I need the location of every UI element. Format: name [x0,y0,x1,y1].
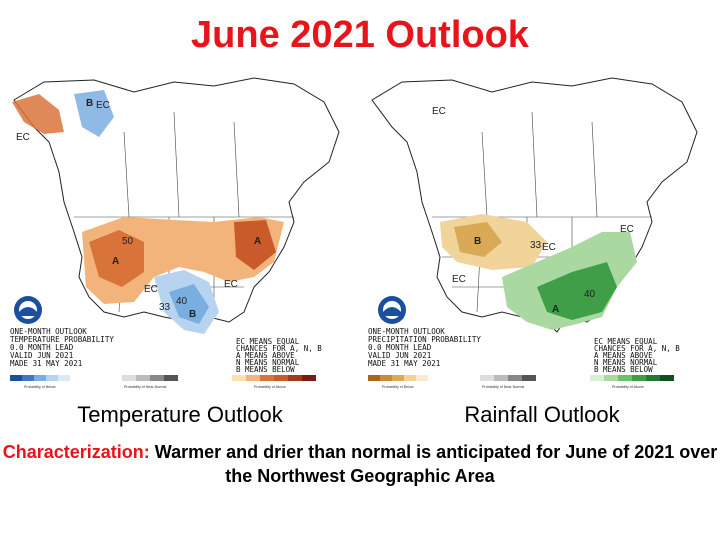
map-label-below: B [474,236,481,247]
scale-label-above: Probability of Above [612,385,644,389]
map-label-above: A [112,256,119,267]
map-label-ec: EC [432,106,446,117]
map-label-ec: EC [224,279,238,290]
key-line: B MEANS BELOW [236,365,295,374]
legend-line: ONE-MONTH OUTLOOK [10,327,87,336]
alaska-above-region [12,94,64,134]
map-label-ec: EC [144,284,158,295]
rainfall-outlook-map: EC EC EC EC A B 33 40 ONE-MONTH OUTLOOK … [362,72,718,390]
scale-label-normal: Probability of Near-Normal [124,385,167,389]
scale-label-below: Probability of Below [24,385,56,389]
legend-line: MADE 31 MAY 2021 [368,359,440,368]
rainfall-caption: Rainfall Outlook [464,402,620,427]
map-contour-33: 33 [159,302,171,313]
temperature-outlook-map: EC EC EC EC A A B B 33 40 50 ONE-MONTH O… [4,72,360,390]
legend-line: MADE 31 MAY 2021 [10,359,82,368]
key-line: N MEANS NORMAL [236,358,300,367]
map-contour-50: 50 [122,236,134,247]
map-contour-40: 40 [176,296,188,307]
key-line: EC MEANS EQUAL [236,337,300,346]
page-title: June 2021 Outlook [191,14,529,56]
noaa-logo [14,296,42,324]
alaska-below-region [74,90,114,137]
map-contour-40: 40 [584,289,596,300]
legend-line: 0.0 MONTH LEAD [368,343,432,352]
probability-scale: Probability of Below Probability of Near… [10,375,316,389]
below-normal-core [169,284,209,324]
characterization-text: Warmer and drier than normal is anticipa… [154,442,718,486]
map-contour-33: 33 [530,240,542,251]
scale-label-below: Probability of Below [382,385,414,389]
map-label-ec: EC [96,100,110,111]
legend-line: VALID JUN 2021 [368,351,431,360]
key-line: EC MEANS EQUAL [594,337,658,346]
map-label-above: A [552,304,559,315]
key-line: B MEANS BELOW [594,365,653,374]
map-label-below: B [189,309,196,320]
map-label-ec: EC [542,242,556,253]
scale-label-normal: Probability of Near-Normal [482,385,525,389]
key-line: N MEANS NORMAL [594,358,658,367]
category-key: EC MEANS EQUAL CHANCES FOR A, N, B A MEA… [594,337,680,374]
noaa-logo [378,296,406,324]
key-line: A MEANS ABOVE [236,351,295,360]
legend-line: ONE-MONTH OUTLOOK [368,327,445,336]
category-key: EC MEANS EQUAL CHANCES FOR A, N, B A MEA… [236,337,322,374]
above-normal-core-east [234,220,276,270]
map-label-above: A [254,236,261,247]
outlook-legend: ONE-MONTH OUTLOOK TEMPERATURE PROBABILIT… [10,327,114,368]
scale-label-above: Probability of Above [254,385,286,389]
outlook-legend: ONE-MONTH OUTLOOK PRECIPITATION PROBABIL… [368,327,481,368]
key-line: CHANCES FOR A, N, B [594,344,680,353]
legend-line: PRECIPITATION PROBABILITY [368,335,481,344]
map-label-ec: EC [620,224,634,235]
key-line: A MEANS ABOVE [594,351,653,360]
legend-line: 0.0 MONTH LEAD [10,343,74,352]
key-line: CHANCES FOR A, N, B [236,344,322,353]
map-label-below: B [86,98,93,109]
map-label-ec: EC [452,274,466,285]
legend-line: TEMPERATURE PROBABILITY [10,335,114,344]
legend-line: VALID JUN 2021 [10,351,73,360]
above-normal-core-west [89,230,144,287]
below-normal-core [454,222,502,257]
characterization: Characterization: Warmer and drier than … [0,440,720,488]
above-normal-core [537,262,617,320]
probability-scale: Probability of Below Probability of Near… [368,375,674,389]
temperature-caption: Temperature Outlook [77,402,283,427]
characterization-label: Characterization: [2,442,150,462]
map-label-ec: EC [16,132,30,143]
